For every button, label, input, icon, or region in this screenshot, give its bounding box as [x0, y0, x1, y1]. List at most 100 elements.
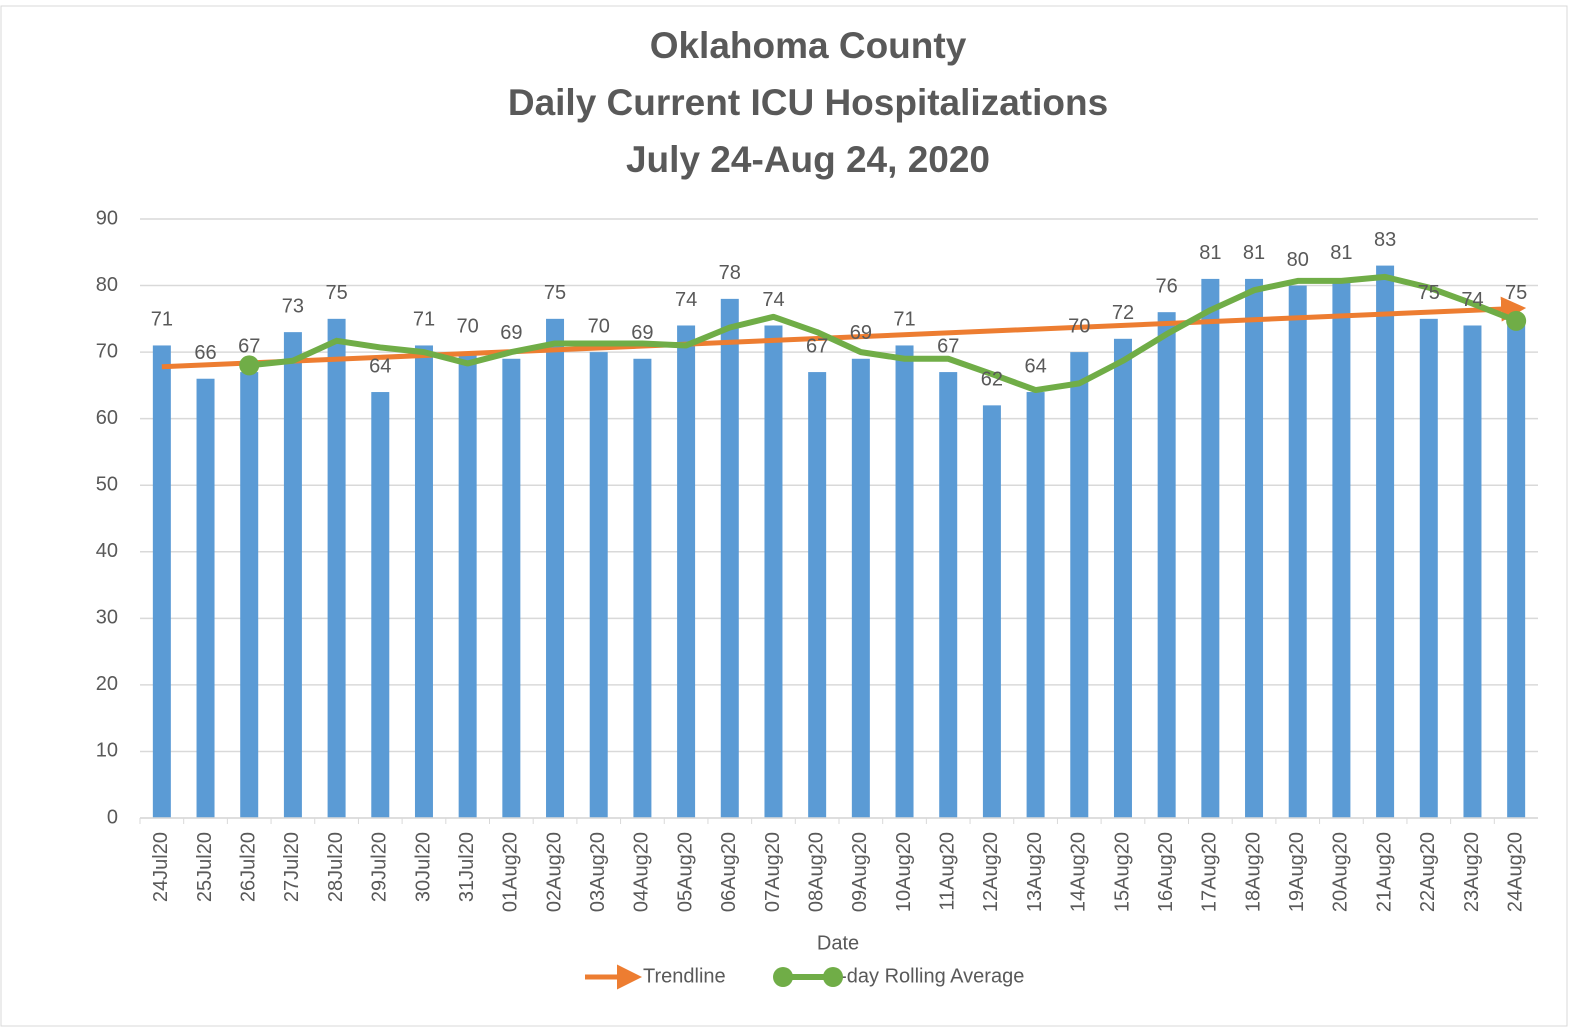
- y-tick-label: 0: [107, 806, 118, 828]
- data-label: 81: [1243, 242, 1265, 264]
- data-label: 81: [1199, 242, 1221, 264]
- bar: [895, 345, 914, 818]
- x-tick-label: 18Aug20: [1242, 832, 1264, 912]
- y-tick-label: 50: [96, 474, 118, 496]
- bar: [1288, 285, 1307, 818]
- data-label: 67: [937, 335, 959, 357]
- bar: [1376, 265, 1395, 819]
- bar: [502, 358, 521, 818]
- y-tick-label: 10: [96, 740, 118, 762]
- line-marker: [1506, 310, 1527, 331]
- x-tick-label: 23Aug20: [1461, 832, 1483, 912]
- x-tick-label: 10Aug20: [893, 832, 915, 912]
- legend-marker: [773, 967, 793, 987]
- y-tick-label: 60: [96, 407, 118, 429]
- data-label: 74: [1461, 289, 1483, 311]
- x-tick-label: 21Aug20: [1373, 832, 1395, 912]
- line-marker: [239, 355, 260, 376]
- data-label: 75: [325, 282, 347, 304]
- x-tick-label: 04Aug20: [631, 832, 653, 912]
- x-tick-label: 31Jul20: [456, 832, 478, 902]
- bar: [1332, 278, 1351, 818]
- y-tick-label: 70: [96, 340, 118, 362]
- x-tick-label: 07Aug20: [762, 832, 784, 912]
- x-tick-label: 26Jul20: [238, 832, 260, 902]
- bar: [677, 325, 696, 818]
- data-label: 70: [588, 315, 610, 337]
- y-tick-label: 20: [96, 673, 118, 695]
- bar: [982, 405, 1001, 818]
- x-tick-label: 03Aug20: [587, 832, 609, 912]
- bar: [152, 345, 171, 818]
- data-label: 75: [544, 282, 566, 304]
- data-label: 70: [1068, 315, 1090, 337]
- bar: [808, 372, 827, 818]
- chart-title: Daily Current ICU Hospitalizations: [508, 82, 1108, 123]
- x-tick-label: 14Aug20: [1068, 832, 1090, 912]
- legend-marker: [823, 967, 843, 987]
- x-tick-label: 28Jul20: [325, 832, 347, 902]
- data-label: 83: [1374, 229, 1396, 251]
- x-tick-label: 09Aug20: [849, 832, 871, 912]
- data-label: 75: [1418, 282, 1440, 304]
- bar: [196, 378, 215, 818]
- x-tick-label: 24Aug20: [1504, 832, 1526, 912]
- bar: [851, 358, 870, 818]
- x-tick-label: 08Aug20: [805, 832, 827, 912]
- legend-label: 3-day Rolling Average: [829, 965, 1024, 987]
- bar: [589, 352, 608, 818]
- bar: [764, 325, 783, 818]
- data-label: 73: [282, 295, 304, 317]
- data-label: 72: [1112, 302, 1134, 324]
- bar: [414, 345, 433, 818]
- data-label: 67: [806, 335, 828, 357]
- data-label: 80: [1287, 249, 1309, 271]
- data-label: 81: [1330, 242, 1352, 264]
- x-tick-label: 12Aug20: [980, 832, 1002, 912]
- data-label: 66: [194, 342, 216, 364]
- x-tick-label: 06Aug20: [718, 832, 740, 912]
- bar: [1463, 325, 1482, 818]
- data-label: 64: [1024, 355, 1046, 377]
- x-tick-label: 05Aug20: [674, 832, 696, 912]
- bar: [546, 318, 565, 818]
- bar: [327, 318, 346, 818]
- bar: [1113, 338, 1132, 818]
- x-tick-label: 16Aug20: [1155, 832, 1177, 912]
- legend-label: Trendline: [643, 965, 726, 987]
- chart-title: Oklahoma County: [650, 25, 967, 66]
- data-label: 78: [719, 262, 741, 284]
- data-label: 62: [981, 369, 1003, 391]
- bar: [1419, 318, 1438, 818]
- bar: [240, 372, 259, 818]
- y-tick-label: 80: [96, 274, 118, 296]
- x-tick-label: 27Jul20: [281, 832, 303, 902]
- bar: [1201, 278, 1220, 818]
- x-tick-label: 01Aug20: [500, 832, 522, 912]
- bar: [720, 298, 739, 818]
- data-label: 75: [1505, 282, 1527, 304]
- data-label: 71: [413, 309, 435, 331]
- data-label: 67: [238, 335, 260, 357]
- x-tick-label: 20Aug20: [1330, 832, 1352, 912]
- y-tick-label: 30: [96, 607, 118, 629]
- chart-border: [0, 5, 1568, 1027]
- data-label: 76: [1156, 275, 1178, 297]
- data-label: 71: [893, 309, 915, 331]
- x-tick-label: 13Aug20: [1024, 832, 1046, 912]
- bar: [283, 332, 302, 818]
- x-tick-label: 15Aug20: [1111, 832, 1133, 912]
- bar: [1026, 392, 1045, 818]
- bar: [1245, 278, 1264, 818]
- x-tick-label: 25Jul20: [194, 832, 216, 902]
- chart-title: July 24-Aug 24, 2020: [626, 139, 990, 180]
- data-label: 69: [850, 322, 872, 344]
- x-axis-title: Date: [817, 932, 859, 954]
- data-label: 71: [151, 309, 173, 331]
- data-label: 70: [457, 315, 479, 337]
- bar: [939, 372, 958, 818]
- bar: [1507, 318, 1526, 818]
- y-tick-label: 90: [96, 207, 118, 229]
- x-tick-label: 29Jul20: [369, 832, 391, 902]
